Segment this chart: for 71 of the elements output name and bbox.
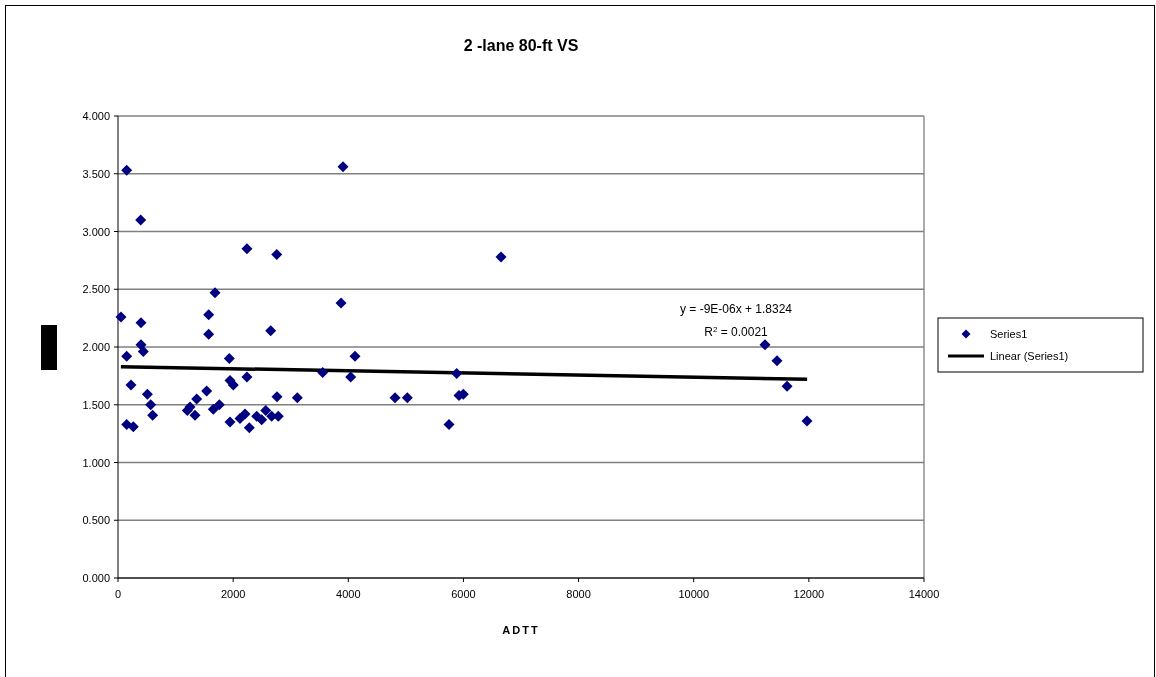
point xyxy=(335,297,347,309)
point xyxy=(191,393,203,405)
point xyxy=(115,311,127,323)
x-tick-label: 12000 xyxy=(793,588,825,600)
point xyxy=(345,371,357,383)
legend-label: Series1 xyxy=(990,328,1028,340)
point xyxy=(443,418,455,430)
annotation: R$^{2}$ = 0.0021 xyxy=(704,324,769,339)
point xyxy=(759,339,771,351)
point xyxy=(121,164,133,176)
point xyxy=(224,416,236,428)
y-tick-label: 1.500 xyxy=(82,398,110,411)
chart-title: 2 -lane 80-ft VS xyxy=(463,37,579,54)
point xyxy=(781,380,793,392)
point xyxy=(349,350,361,362)
point xyxy=(271,391,283,403)
point xyxy=(317,366,329,378)
point xyxy=(201,385,213,397)
point xyxy=(127,421,139,433)
point xyxy=(181,405,193,417)
point xyxy=(451,368,463,380)
y-tick-label: 0.000 xyxy=(82,572,110,584)
y-tick-label: 1.000 xyxy=(82,456,110,469)
point xyxy=(125,379,137,391)
y-tick-label: 3.500 xyxy=(82,167,110,180)
point xyxy=(223,353,235,365)
point xyxy=(291,392,303,404)
point xyxy=(137,346,149,358)
point xyxy=(271,249,283,261)
point xyxy=(141,388,153,400)
annotation: y = -9E-06x + 1.8324 xyxy=(679,302,793,316)
y-tick-label: 2.500 xyxy=(82,283,110,296)
point xyxy=(189,409,201,421)
y-tick-label: 4.000 xyxy=(82,110,110,122)
x-tick-label: 8000 xyxy=(566,588,591,600)
x-axis-title: ADTT xyxy=(502,624,540,636)
legend-label: Linear (Series1) xyxy=(990,350,1069,362)
point xyxy=(147,409,159,421)
point xyxy=(234,413,246,425)
x-tick-label: 10000 xyxy=(678,588,710,600)
x-tick-label: 14000 xyxy=(908,588,940,600)
point xyxy=(495,251,507,263)
y-tick-label: 2.000 xyxy=(82,341,110,353)
x-tick-label: 6000 xyxy=(451,588,476,600)
y-tick-label: 0.500 xyxy=(82,514,110,527)
point xyxy=(213,399,225,411)
x-tick-label: 0 xyxy=(114,588,122,600)
point xyxy=(207,403,219,415)
point xyxy=(203,328,215,340)
point xyxy=(771,355,783,367)
point xyxy=(239,408,251,420)
y-tick-label: 3.000 xyxy=(82,225,110,238)
point xyxy=(145,399,157,411)
point xyxy=(121,418,133,430)
x-tick-label: 4000 xyxy=(336,588,361,600)
point xyxy=(203,309,215,321)
point xyxy=(389,392,401,404)
point xyxy=(401,392,413,404)
point xyxy=(243,422,255,434)
point xyxy=(135,317,147,329)
point xyxy=(256,414,268,426)
point xyxy=(337,161,349,173)
point xyxy=(801,415,813,427)
point xyxy=(241,243,253,255)
point xyxy=(260,405,272,417)
point xyxy=(121,350,133,362)
point xyxy=(241,371,253,383)
point xyxy=(265,325,277,337)
point xyxy=(135,214,147,226)
point xyxy=(209,287,221,299)
x-tick-label: 2000 xyxy=(220,588,246,600)
